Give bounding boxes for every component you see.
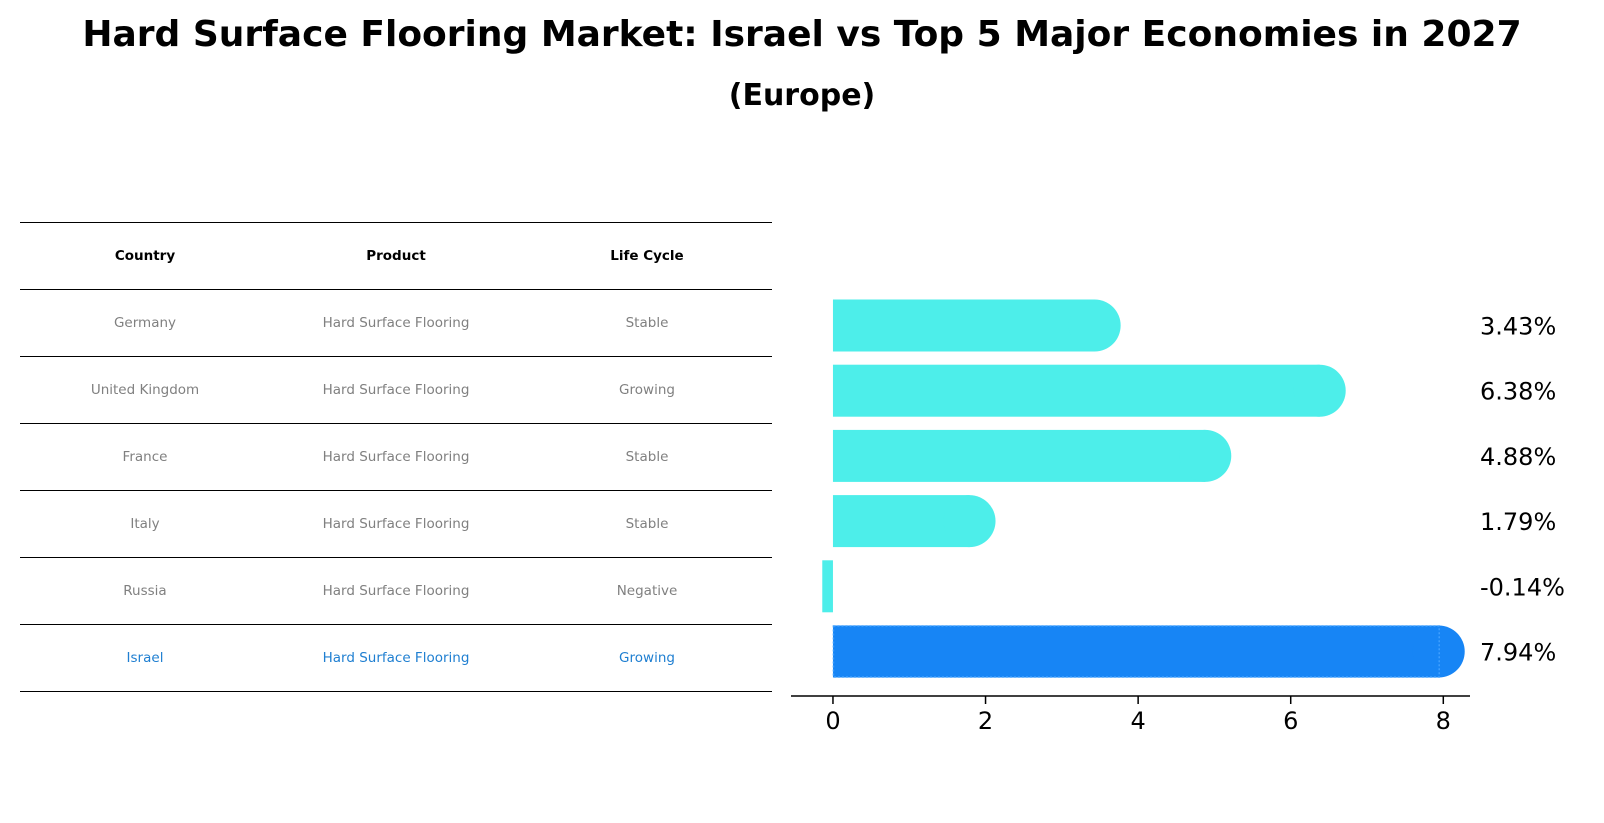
table-row: Germany Hard Surface Flooring Stable [20,289,772,356]
table-row: France Hard Surface Flooring Stable [20,423,772,490]
bar-value-label: 3.43% [1480,313,1556,341]
product-cell: Hard Surface Flooring [322,516,470,532]
chart-subtitle: (Europe) [728,78,876,113]
bar [832,364,1320,417]
table-row: United Kingdom Hard Surface Flooring Gro… [20,356,772,423]
bar-value-label: 4.88% [1480,443,1556,471]
life-cycle-cell: Stable [625,449,669,465]
table-header-row: Country Product Life Cycle [20,222,772,289]
bar-highlight-outline [832,625,1440,678]
bar-value-label: 1.79% [1480,508,1556,536]
country-cell: France [122,449,168,465]
bar-cap [1412,625,1465,678]
x-tick-label: 2 [978,707,993,735]
table-row: Russia Hard Surface Flooring Negative [20,557,772,624]
bar-cap [1179,429,1232,482]
bar-cap [1293,364,1346,417]
bar-value-label: 6.38% [1480,378,1556,406]
bar [822,560,833,613]
life-cycle-cell: Stable [625,516,669,532]
product-cell: Hard Surface Flooring [322,315,470,331]
x-tick-label: 0 [825,707,840,735]
product-cell: Hard Surface Flooring [322,650,470,666]
country-cell: Israel [126,650,164,666]
life-cycle-cell: Negative [616,583,678,599]
chart-title: Hard Surface Flooring Market: Israel vs … [82,14,1522,55]
life-cycle-cell: Growing [619,382,675,398]
table-row-highlighted: Israel Hard Surface Flooring Growing [20,624,772,692]
bar-cap [943,495,996,548]
country-cell: Russia [123,583,167,599]
bar-cap [1068,299,1121,352]
x-tick-label: 6 [1283,707,1298,735]
country-cell: Germany [113,315,177,331]
bar-value-label: 7.94% [1480,639,1556,667]
bar-value-label: -0.14% [1480,573,1565,601]
bar [832,429,1206,482]
bar [832,299,1095,352]
country-cell: Italy [130,516,160,532]
header-country: Country [114,248,176,264]
life-cycle-cell: Growing [619,650,675,666]
product-cell: Hard Surface Flooring [322,449,470,465]
life-cycle-cell: Stable [625,315,669,331]
x-tick-label: 4 [1130,707,1145,735]
header-life-cycle: Life Cycle [610,248,684,264]
country-cell: United Kingdom [90,382,200,398]
x-tick-label: 8 [1436,707,1451,735]
product-cell: Hard Surface Flooring [322,583,470,599]
country-table: Country Product Life Cycle Germany Hard … [20,222,772,692]
table-row: Italy Hard Surface Flooring Stable [20,490,772,557]
product-cell: Hard Surface Flooring [322,382,470,398]
bar [832,625,1439,678]
header-product: Product [366,248,426,264]
